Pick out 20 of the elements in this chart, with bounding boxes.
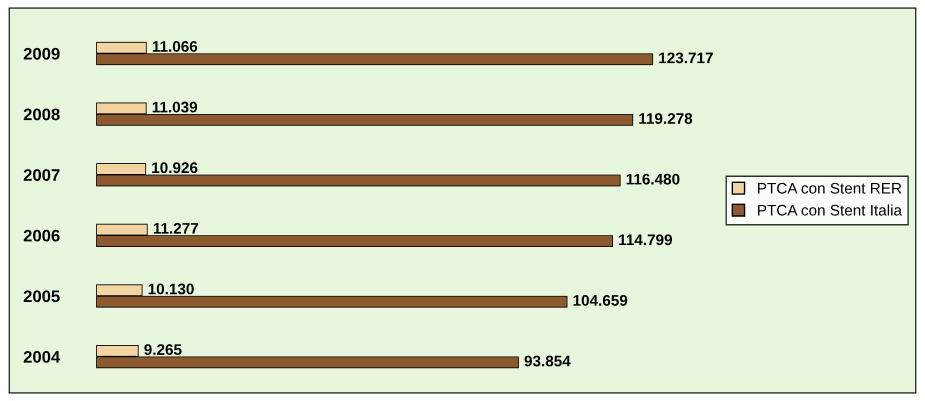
legend-label: PTCA con Stent Italia xyxy=(758,204,902,216)
data-label: 10.130 xyxy=(148,284,194,294)
y-tick-label: 2007 xyxy=(24,169,60,181)
data-label: 116.480 xyxy=(626,174,680,185)
data-label: 119.278 xyxy=(639,113,692,124)
data-label: 9.265 xyxy=(144,344,182,355)
data-label: 93.854 xyxy=(524,356,571,366)
data-label: 11.039 xyxy=(152,102,198,113)
data-label: 114.799 xyxy=(619,234,672,246)
y-tick-label: 2004 xyxy=(24,351,60,363)
data-label: 11.066 xyxy=(152,41,198,52)
data-label: 11.277 xyxy=(154,222,198,234)
legend-label: PTCA con Stent RER xyxy=(758,182,902,194)
y-tick-label: 2006 xyxy=(24,230,60,242)
data-label: 10.926 xyxy=(152,162,198,174)
y-tick-label: 2009 xyxy=(24,48,60,60)
data-label: 123.717 xyxy=(659,52,713,64)
y-tick-label: 2008 xyxy=(24,108,60,120)
y-tick-label: 2005 xyxy=(24,290,60,302)
data-label: 104.659 xyxy=(574,294,628,306)
